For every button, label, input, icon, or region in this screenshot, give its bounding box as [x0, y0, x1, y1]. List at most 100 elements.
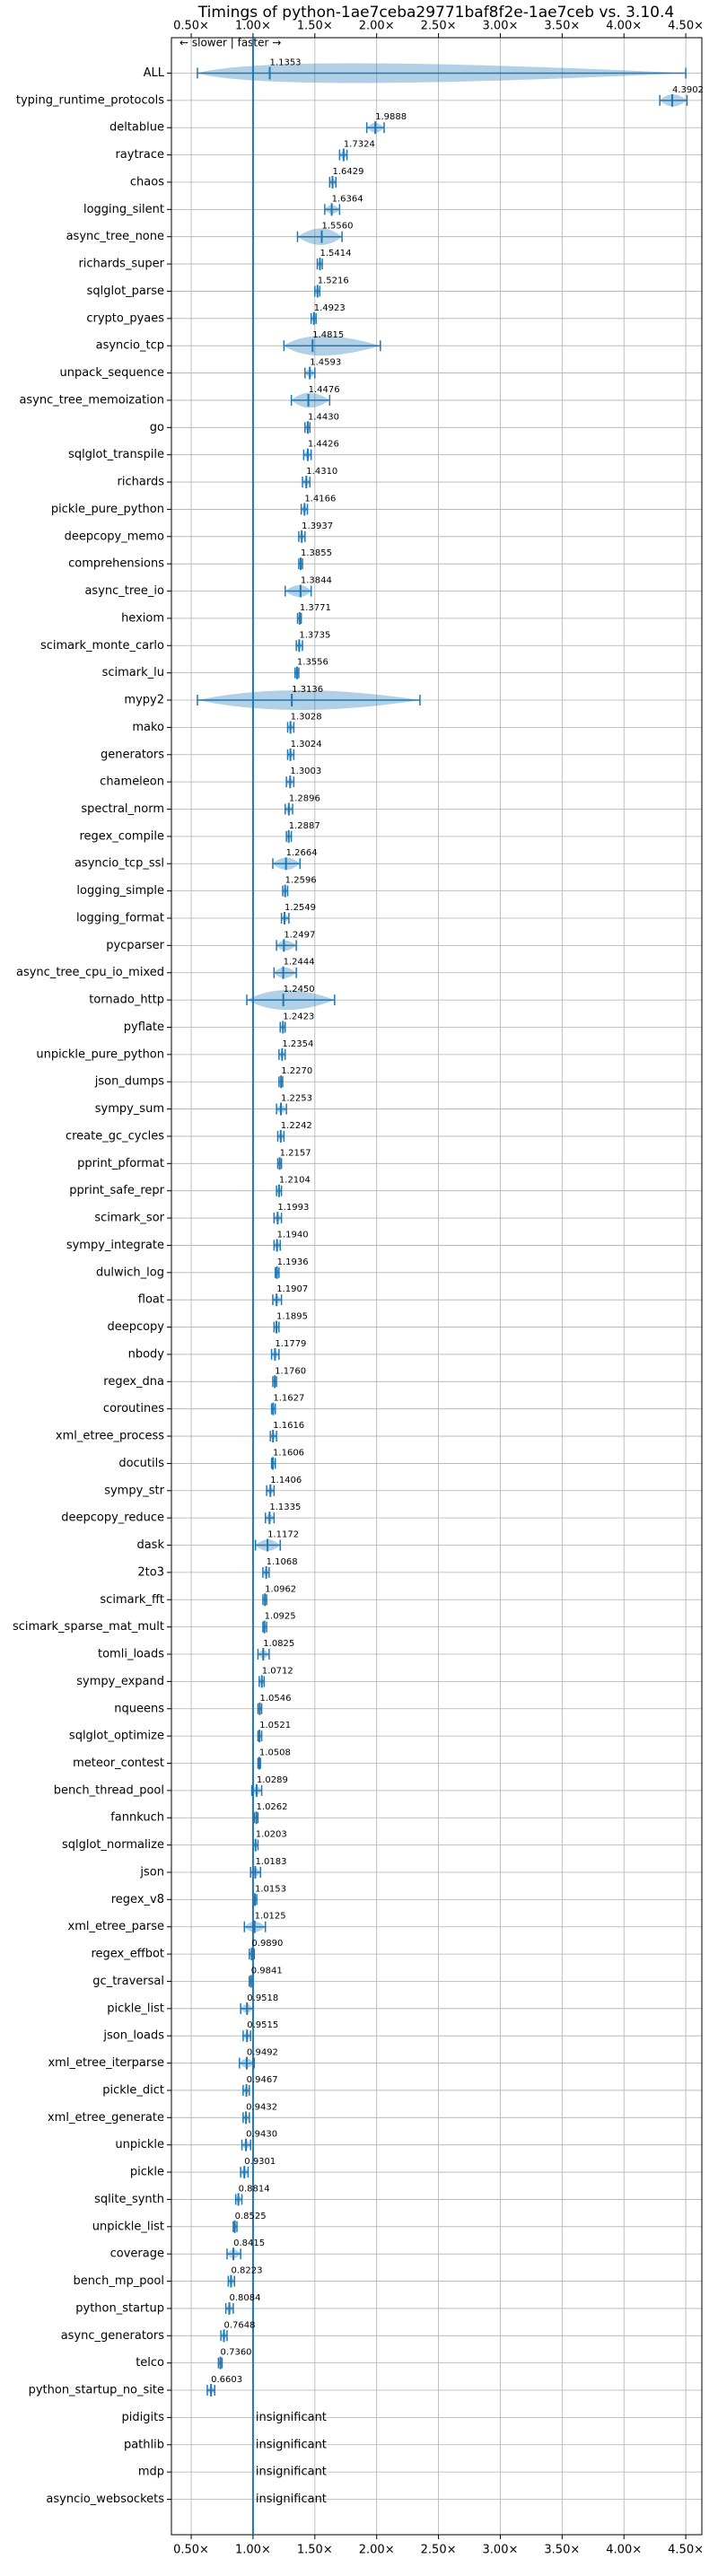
value-label: 1.2896 [289, 794, 320, 804]
value-label: 1.6364 [332, 194, 363, 204]
y-tick-label: float [138, 1293, 164, 1307]
x-tick-label: 4.50× [668, 2544, 704, 2557]
value-label: 1.1895 [276, 1312, 308, 1322]
value-label: 1.1406 [270, 1476, 302, 1485]
value-label: insignificant [256, 2411, 327, 2424]
value-label: 0.7648 [224, 2320, 256, 2330]
value-label: 1.2497 [284, 930, 315, 940]
y-tick-label: sqlglot_optimize [69, 1730, 164, 1743]
y-tick-label: dask [136, 1538, 164, 1552]
y-tick-label: pickle_dict [102, 2083, 164, 2097]
value-label: 1.0289 [257, 1775, 288, 1785]
y-tick-label: 2to3 [137, 1565, 164, 1579]
value-label: 0.9515 [247, 2020, 278, 2030]
value-label: 1.6429 [332, 167, 363, 177]
y-tick-label: telco [136, 2356, 164, 2370]
value-label: 1.0508 [259, 1748, 291, 1757]
value-label: 1.1068 [267, 1557, 298, 1567]
x-tick-label: 1.50× [297, 2544, 333, 2557]
value-label: 1.5216 [318, 276, 349, 285]
y-tick-label: comprehensions [68, 557, 164, 571]
x-tick-label: 3.00× [483, 2544, 519, 2557]
value-label: insignificant [256, 2466, 327, 2479]
y-tick-label: pprint_pformat [77, 1157, 164, 1170]
x-tick-label: 2.50× [421, 2544, 457, 2557]
x-tick-label: 0.50× [173, 20, 209, 33]
value-label: 0.7360 [221, 2348, 252, 2358]
y-tick-label: logging_format [76, 911, 164, 924]
y-tick-label: pickle_pure_python [51, 503, 164, 516]
x-tick-label: 0.50× [173, 2544, 209, 2557]
value-label: 1.0712 [262, 1666, 293, 1676]
y-tick-label: chaos [130, 175, 164, 188]
value-label: 0.9841 [251, 1966, 283, 1976]
value-label: 1.3735 [299, 630, 330, 640]
value-label: 1.0825 [263, 1639, 294, 1649]
y-tick-label: richards [118, 476, 165, 489]
y-tick-label: python_startup [75, 2301, 164, 2315]
y-tick-label: logging_simple [76, 884, 164, 898]
x-tick-label: 4.00× [606, 2544, 642, 2557]
value-label: 1.3771 [300, 603, 331, 613]
value-label: 1.0962 [265, 1584, 296, 1594]
y-tick-label: tornado_http [89, 994, 164, 1007]
value-label: 1.3937 [302, 521, 333, 531]
value-label: insignificant [256, 2438, 327, 2451]
y-tick-label: sympy_str [104, 1484, 164, 1497]
x-tick-label: 1.00× [235, 2544, 271, 2557]
value-label: 0.8415 [233, 2239, 265, 2248]
value-label: 1.3556 [297, 658, 328, 668]
value-label: 1.2549 [285, 903, 316, 913]
y-tick-label: pickle_list [107, 2002, 164, 2015]
x-tick-label: 3.00× [483, 20, 519, 33]
y-tick-label: sympy_sum [95, 1102, 164, 1116]
y-tick-label: scimark_lu [102, 666, 164, 679]
y-tick-label: spectral_norm [81, 802, 164, 816]
y-tick-label: bench_mp_pool [73, 2274, 164, 2288]
y-tick-label: mdp [138, 2466, 164, 2479]
value-label: 1.2354 [282, 1039, 313, 1049]
y-tick-label: unpickle_pure_python [36, 1047, 164, 1061]
y-tick-label: create_gc_cycles [66, 1129, 164, 1143]
y-tick-label: deepcopy [107, 1320, 164, 1334]
y-tick-label: async_generators [61, 2329, 165, 2343]
y-tick-label: json [139, 1865, 164, 1879]
y-tick-label: hexiom [121, 611, 164, 625]
value-label: 1.4310 [306, 467, 337, 477]
y-tick-label: scimark_sparse_mat_mult [13, 1620, 164, 1634]
y-tick-label: pyflate [124, 1021, 164, 1034]
y-tick-label: xml_etree_parse [68, 1920, 164, 1933]
value-label: 1.2596 [285, 876, 317, 886]
y-tick-label: regex_effbot [91, 1948, 164, 1961]
y-tick-label: regex_v8 [111, 1893, 164, 1906]
value-label: 1.4426 [308, 440, 339, 450]
y-tick-label: fannkuch [110, 1811, 164, 1825]
y-tick-label: deepcopy_memo [65, 530, 164, 543]
y-tick-label: scimark_sor [94, 1212, 164, 1225]
value-label: 1.0153 [255, 1884, 286, 1894]
y-tick-label: raytrace [115, 148, 164, 162]
y-tick-label: go [150, 421, 164, 434]
x-tick-label: 1.50× [297, 20, 333, 33]
value-label: 1.2157 [280, 1148, 311, 1158]
plot-frame [171, 37, 703, 2536]
value-label: 1.3003 [290, 767, 321, 776]
value-label: 1.1616 [273, 1421, 304, 1431]
y-tick-label: pycparser [106, 939, 164, 952]
value-label: 1.2423 [283, 1012, 314, 1021]
value-label: 1.3136 [292, 685, 323, 695]
y-tick-label: xml_etree_process [56, 1430, 164, 1443]
value-label: 0.6603 [211, 2375, 242, 2385]
x-tick-label: 2.50× [421, 20, 457, 33]
y-tick-label: xml_etree_generate [48, 2111, 164, 2125]
y-tick-label: logging_silent [83, 203, 164, 216]
y-tick-label: mypy2 [124, 694, 164, 707]
y-tick-label: sympy_expand [76, 1675, 164, 1688]
y-tick-label: unpickle [115, 2138, 164, 2151]
value-label: 1.4430 [308, 412, 339, 422]
value-label: 1.2664 [286, 848, 318, 858]
value-label: 1.4593 [310, 358, 341, 368]
value-label: 0.9432 [246, 2102, 277, 2112]
y-tick-label: bench_thread_pool [54, 1783, 164, 1797]
value-label: 1.1760 [275, 1366, 306, 1376]
